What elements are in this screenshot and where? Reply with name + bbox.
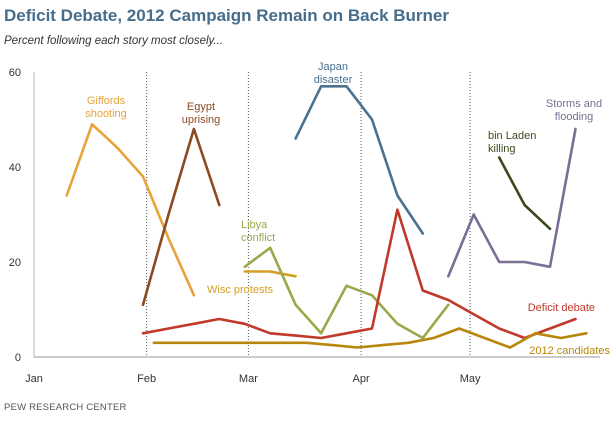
series-line-candidates — [152, 327, 588, 349]
series-label-line: bin Laden — [488, 130, 536, 142]
series-label-libya: Libya conflict — [241, 219, 275, 244]
series-label-line: Japan — [318, 61, 348, 73]
series-line-deficit — [141, 208, 577, 340]
line-chart: 0 20 40 60 Jan Feb Mar Apr May Giffords shooting Eg… — [9, 61, 611, 385]
series-label-line: flooding — [555, 111, 594, 123]
series-label-binladen: bin Laden killing — [488, 130, 536, 155]
y-tick-label: 20 — [9, 257, 21, 269]
series-label-line: Egypt — [187, 101, 215, 113]
x-tick-label: Feb — [137, 373, 156, 385]
series-line-egypt — [141, 127, 221, 307]
source-note: PEW RESEARCH CENTER — [4, 402, 127, 413]
series-label-egypt: Egypt uprising — [182, 101, 221, 126]
y-tick-label: 60 — [9, 67, 21, 79]
series-label-line: conflict — [241, 232, 275, 244]
x-tick-label: May — [460, 373, 481, 385]
series-label-line: Libya — [241, 219, 268, 231]
chart-title: Deficit Debate, 2012 Campaign Remain on … — [4, 6, 449, 25]
x-tick-label: Jan — [25, 373, 43, 385]
series-label-wisc: Wisc protests — [207, 284, 274, 296]
series-label-line: Giffords — [87, 95, 126, 107]
series-label-storms: Storms and flooding — [546, 98, 602, 123]
series-label-line: 2012 candidates — [529, 345, 610, 357]
series-label-line: killing — [488, 143, 516, 155]
series-line-storms — [446, 127, 577, 278]
series-line-wisc — [243, 270, 297, 278]
chart-subtitle: Percent following each story most closel… — [4, 35, 224, 47]
series-label-japan: Japan disaster — [314, 61, 353, 86]
series-label-candidates: 2012 candidates — [529, 345, 610, 357]
x-tick-label: Apr — [352, 373, 369, 385]
series-line-libya — [243, 246, 450, 340]
series-label-line: uprising — [182, 114, 221, 126]
series-label-deficit: Deficit debate — [528, 302, 595, 314]
series-label-line: disaster — [314, 74, 353, 86]
series-label-giffords: Giffords shooting — [85, 95, 127, 120]
series-label-line: Wisc protests — [207, 284, 274, 296]
y-tick-label: 40 — [9, 162, 21, 174]
series-label-line: Deficit debate — [528, 302, 595, 314]
x-tick-label: Mar — [239, 373, 258, 385]
series-line-giffords — [65, 123, 196, 297]
series-label-line: shooting — [85, 108, 127, 120]
series-label-line: Storms and — [546, 98, 602, 110]
series-line-binladen — [497, 156, 552, 231]
series-line-japan — [294, 85, 425, 235]
y-tick-label: 0 — [15, 352, 21, 364]
